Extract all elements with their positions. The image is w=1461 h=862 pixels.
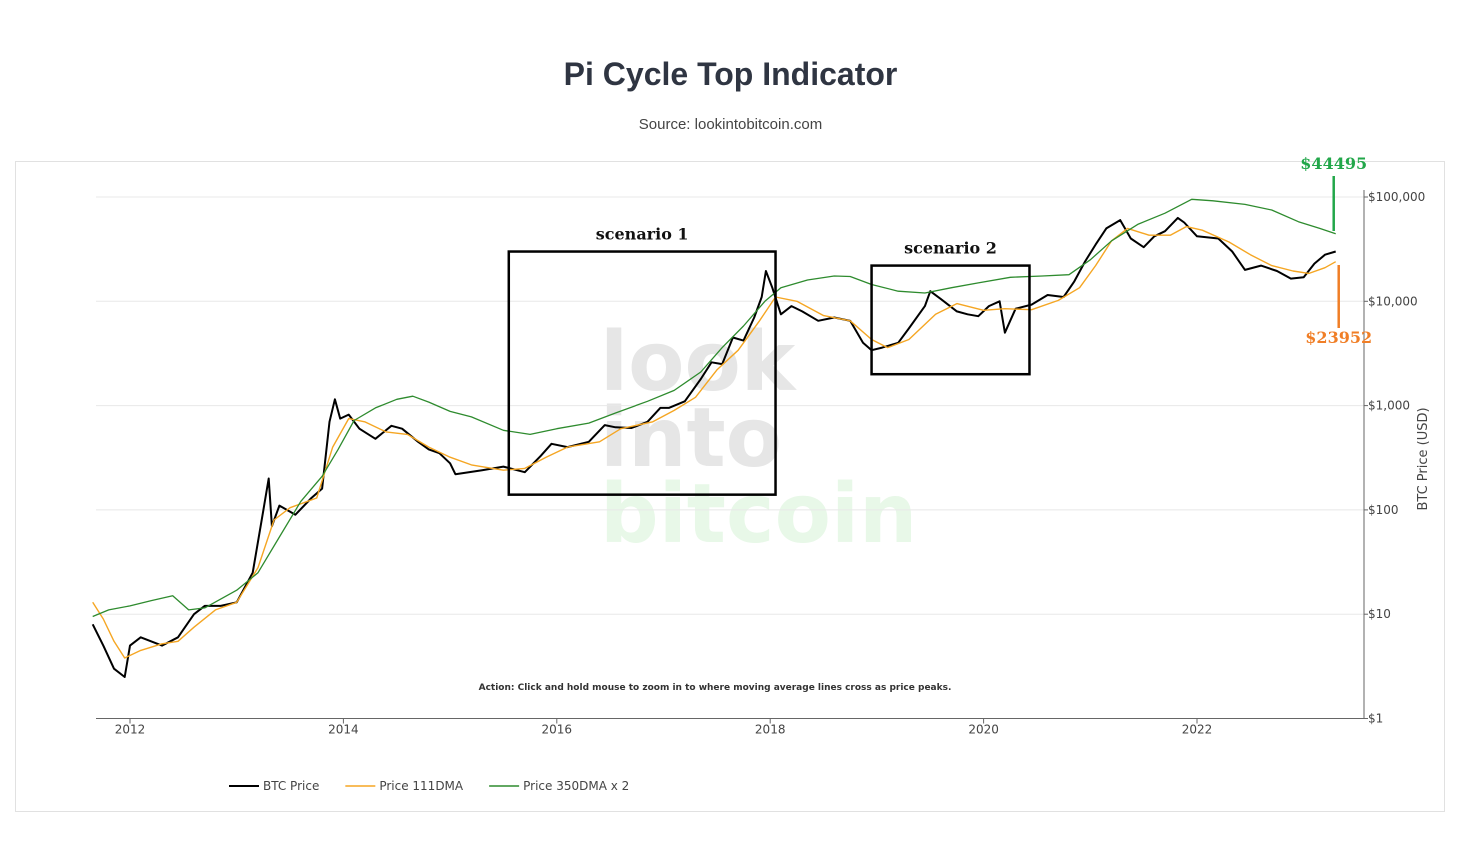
y-tick-label: $1,000 xyxy=(1368,399,1410,413)
chart-frame xyxy=(15,161,1445,812)
watermark-text: look xyxy=(600,315,798,410)
callout-350-value: $44495 xyxy=(1300,154,1367,173)
btc-price-line xyxy=(91,216,1336,678)
legend[interactable]: BTC Price Price 111DMA Price 350DMA x 2 xyxy=(229,779,629,793)
y-tick-label: $10 xyxy=(1368,607,1391,621)
watermark-text: into xyxy=(600,391,782,486)
x-tick-label: 2018 xyxy=(755,723,786,737)
scenario-label-1: scenario 1 xyxy=(596,225,689,244)
grid-lines xyxy=(96,196,1364,615)
legend-label: BTC Price xyxy=(263,779,319,793)
y-tick-label: $100,000 xyxy=(1368,190,1425,204)
x-tick-label: 2014 xyxy=(328,723,359,737)
action-note: Action: Click and hold mouse to zoom in … xyxy=(479,683,952,693)
y-tick-label: $1 xyxy=(1368,712,1383,726)
callout-111-value: $23952 xyxy=(1305,328,1372,347)
legend-item-dma-111-line[interactable]: Price 111DMA xyxy=(345,779,464,793)
y-tick-label: $100 xyxy=(1368,503,1399,517)
scenario-box-2 xyxy=(870,264,1031,376)
chart-title: Pi Cycle Top Indicator xyxy=(563,56,898,92)
axes: $1 $10 $100 $1,000 $10,000 $100,000 2012 2014 20… xyxy=(96,190,1425,737)
scenario-boxes: scenario 1 scenario 2 xyxy=(507,225,1031,496)
scenario-box-1 xyxy=(507,250,777,496)
legend-item-btc-price-line[interactable]: BTC Price xyxy=(229,779,319,793)
dma-350x2-line xyxy=(92,198,1336,618)
series-lines xyxy=(91,198,1337,678)
y-axis-label: BTC Price (USD) xyxy=(1416,407,1431,510)
watermark-text: bitcoin xyxy=(600,467,917,562)
dma-111-line xyxy=(92,225,1337,659)
value-callouts: $44495 $23952 xyxy=(1300,154,1372,347)
legend-label: Price 350DMA x 2 xyxy=(523,779,629,793)
scenario-label-2: scenario 2 xyxy=(904,239,997,258)
x-tick-label: 2020 xyxy=(968,723,999,737)
legend-item-dma-350x2-line[interactable]: Price 350DMA x 2 xyxy=(489,779,629,793)
x-tick-label: 2016 xyxy=(542,723,573,737)
legend-label: Price 111DMA xyxy=(379,779,464,793)
watermark: lookintobitcoin xyxy=(600,315,917,562)
chart-subtitle: Source: lookintobitcoin.com xyxy=(638,116,823,133)
x-tick-label: 2012 xyxy=(115,723,146,737)
y-tick-label: $10,000 xyxy=(1368,294,1418,308)
x-tick-label: 2022 xyxy=(1182,723,1213,737)
